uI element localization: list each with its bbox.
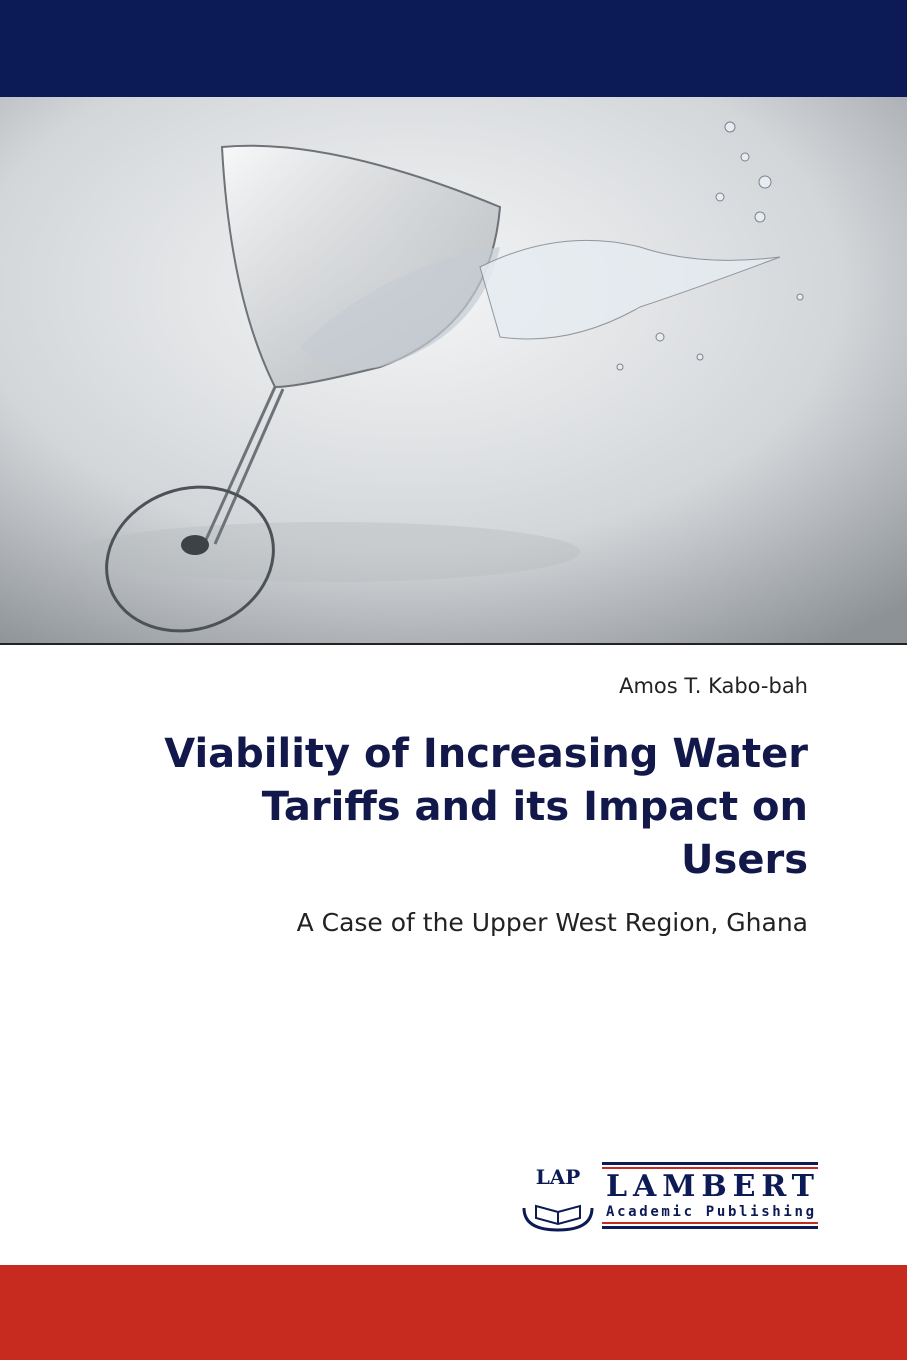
publisher-mark: LAP — [536, 1165, 581, 1189]
top-band — [0, 0, 907, 97]
divider — [0, 643, 907, 645]
subtitle: A Case of the Upper West Region, Ghana — [296, 908, 808, 937]
cover-photo — [0, 97, 907, 643]
title-line: Users — [681, 837, 808, 883]
bottom-band — [0, 1265, 907, 1360]
publisher-logo: LAP LAMBERT Academic Publishing — [522, 1162, 818, 1232]
title-line: Viability of Increasing Water — [164, 731, 808, 777]
author: Amos T. Kabo-bah — [619, 674, 808, 698]
publisher-name: LAMBERT — [606, 1169, 815, 1204]
title-line: Tariffs and its Impact on — [261, 784, 808, 830]
publisher-tagline: Academic Publishing — [606, 1204, 814, 1220]
title: Viability of Increasing Water Tariffs an… — [164, 728, 808, 887]
